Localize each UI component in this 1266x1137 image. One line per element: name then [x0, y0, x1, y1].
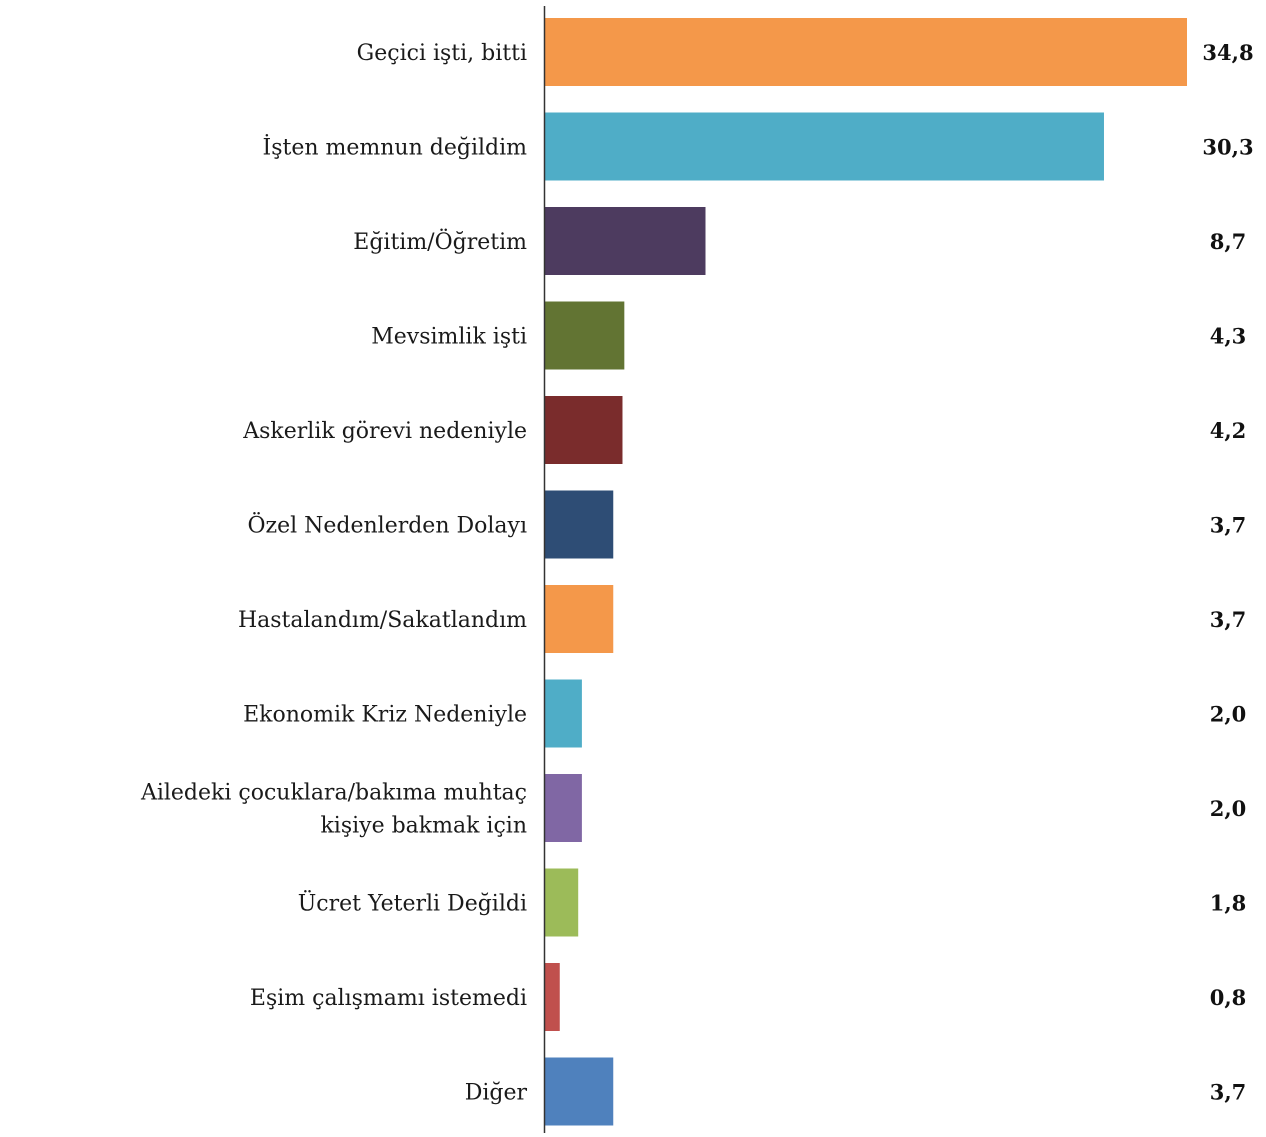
value-labels-layer: 34,8 30,3 8,7 4,3 4,2 3,7 3,7 2,0 2,0 1,8 0,8 3,7: [1202, 40, 1253, 1105]
bar-isten-memnun-degildim: [545, 112, 1104, 181]
bar-diger: [545, 1057, 614, 1126]
bars-layer: [545, 18, 1187, 1126]
value-label-isten-memnun-degildim: 30,3: [1202, 135, 1253, 160]
value-label-mevsimlik-isti: 4,3: [1210, 324, 1247, 349]
value-label-gecici-isti-bitti: 34,8: [1202, 40, 1253, 65]
bar-askerlik-gorevi-nedeniyle: [545, 396, 623, 464]
bar-gecici-isti-bitti: [545, 18, 1187, 86]
category-label-gecici-isti-bitti: Geçici işti, bitti: [357, 41, 527, 66]
bar-ozel-nedenlerden-dolayi: [545, 490, 614, 559]
category-labels-layer: Geçici işti, bitti İşten memnun değildim E…: [140, 41, 528, 1106]
bar-ailedeki-cocuklara-bakima-muhtac-kisiye-bakmak-icin: [545, 774, 582, 842]
bar-esim-calismami-istemedi: [545, 963, 560, 1031]
value-label-ailedeki-cocuklara-bakima-muhtac-kisiye-bakmak-icin: 2,0: [1210, 796, 1247, 821]
category-label-ailedeki-cocuklara-bakima-muhtac-kisiye-bakmak-icin: Ailedeki çocuklara/bakıma muhtaç kişiye b…: [140, 781, 527, 839]
category-label-ucret-yeterli-degildi: Ücret Yeterli Değildi: [298, 890, 527, 917]
value-label-diger: 3,7: [1210, 1080, 1247, 1105]
category-label-diger: Diğer: [465, 1081, 528, 1106]
value-label-ekonomik-kriz-nedeniyle: 2,0: [1210, 702, 1247, 727]
category-label-egitim-ogretim: Eğitim/Öğretim: [353, 228, 527, 255]
category-label-esim-calismami-istemedi: Eşim çalışmamı istemedi: [250, 986, 527, 1011]
category-label-askerlik-gorevi-nedeniyle: Askerlik görevi nedeniyle: [242, 419, 527, 444]
bar-ekonomik-kriz-nedeniyle: [545, 679, 582, 748]
bar-egitim-ogretim: [545, 207, 706, 275]
value-label-esim-calismami-istemedi: 0,8: [1210, 985, 1247, 1010]
bar-ucret-yeterli-degildi: [545, 868, 579, 937]
value-label-ucret-yeterli-degildi: 1,8: [1210, 891, 1247, 916]
category-label-isten-memnun-degildim: İşten memnun değildim: [263, 134, 528, 161]
value-label-egitim-ogretim: 8,7: [1210, 229, 1247, 254]
category-label-hastalandim-sakatlandim: Hastalandım/Sakatlandım: [238, 608, 527, 633]
bar-hastalandim-sakatlandim: [545, 585, 614, 653]
value-label-askerlik-gorevi-nedeniyle: 4,2: [1210, 418, 1247, 443]
category-label-ozel-nedenlerden-dolayi: Özel Nedenlerden Dolayı: [247, 512, 527, 539]
category-label-mevsimlik-isti: Mevsimlik işti: [371, 325, 527, 350]
value-label-ozel-nedenlerden-dolayi: 3,7: [1210, 513, 1247, 538]
value-label-hastalandim-sakatlandim: 3,7: [1210, 607, 1247, 632]
bar-mevsimlik-isti: [545, 301, 625, 370]
category-label-ekonomik-kriz-nedeniyle: Ekonomik Kriz Nedeniyle: [243, 703, 527, 728]
